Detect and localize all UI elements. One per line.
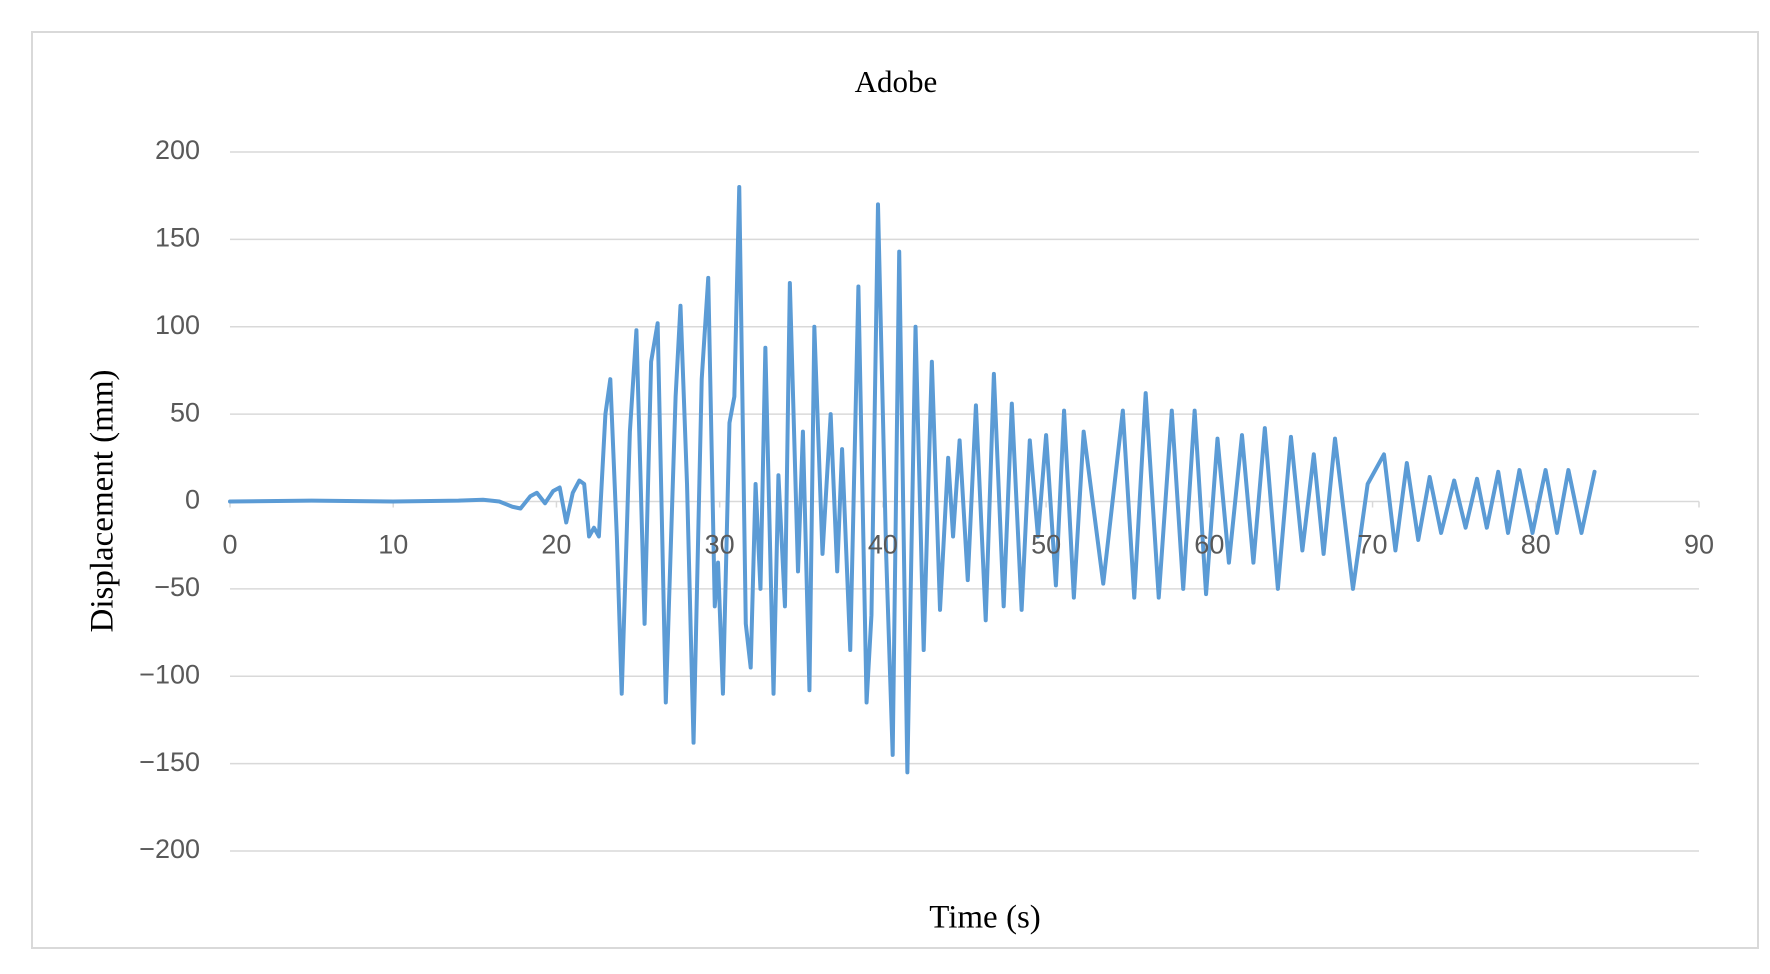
x-tick-label: 50 — [1031, 530, 1061, 560]
x-tick-label: 20 — [541, 530, 571, 560]
x-tick-label: 10 — [378, 530, 408, 560]
plot-area — [228, 184, 1597, 775]
y-tick-label: −200 — [139, 834, 200, 864]
y-tick-label: 150 — [155, 223, 200, 253]
x-tick-label: 90 — [1684, 530, 1714, 560]
y-axis-label: Displacement (mm) — [85, 369, 121, 632]
x-tick-label: 60 — [1194, 530, 1224, 560]
y-tick-label: 0 — [185, 485, 200, 515]
tick-labels: −200 −150 −100 −50 0 50 100 150 200 0 10 20 30 40 50 60… — [139, 135, 1714, 864]
y-tick-label: −50 — [154, 572, 200, 602]
x-tick-label: 70 — [1358, 530, 1388, 560]
data-line — [228, 184, 1597, 775]
y-tick-label: −150 — [139, 747, 200, 777]
grid — [229, 151, 1700, 852]
x-tick-label: 40 — [868, 530, 898, 560]
y-tick-label: 100 — [155, 310, 200, 340]
chart-title: Adobe — [855, 64, 938, 99]
x-axis-label: Time (s) — [929, 900, 1041, 936]
x-tick-label: 80 — [1521, 530, 1551, 560]
y-tick-label: 200 — [155, 135, 200, 165]
y-tick-label: 50 — [170, 397, 200, 427]
x-tick-label: 0 — [222, 530, 237, 560]
y-tick-label: −100 — [139, 659, 200, 689]
x-tick-label: 30 — [705, 530, 735, 560]
